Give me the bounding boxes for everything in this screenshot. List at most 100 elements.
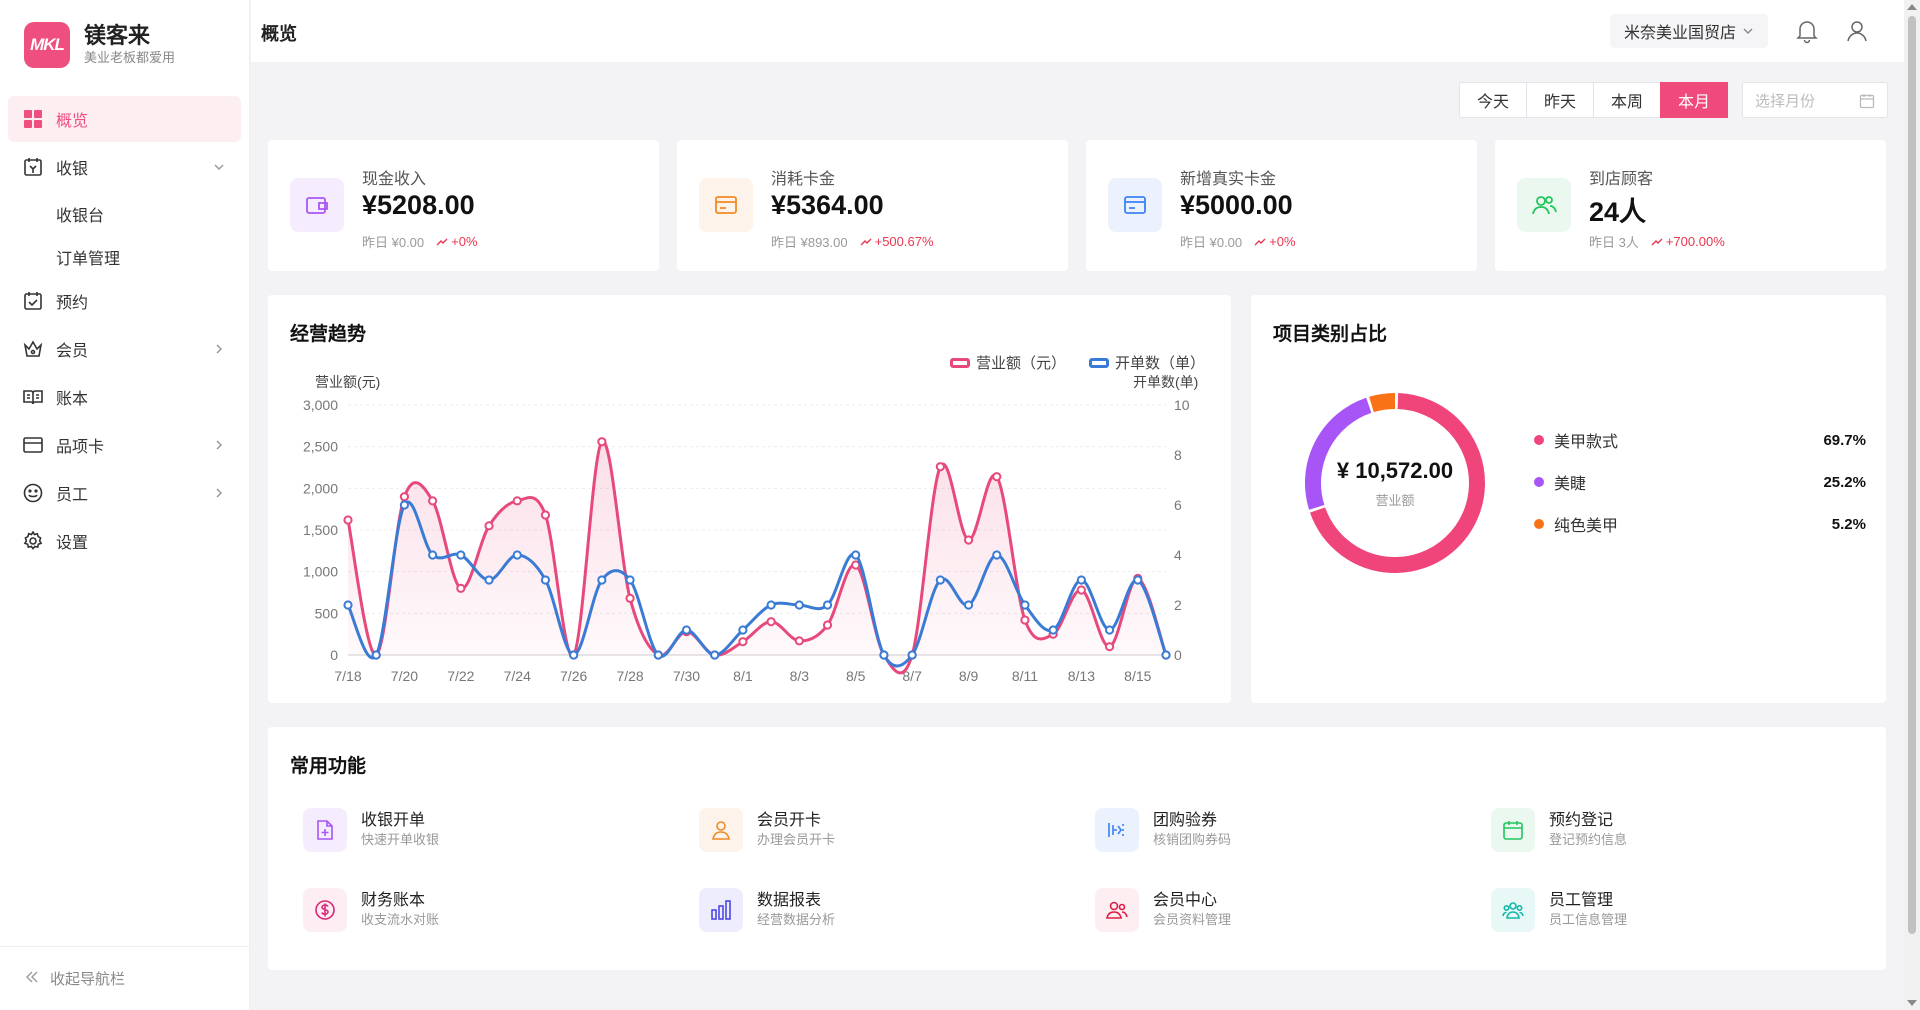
sidebar-item-member[interactable]: 会员 <box>8 326 241 372</box>
stat-change: +0% <box>1254 234 1296 249</box>
cashier-icon <box>22 156 44 178</box>
category-dot <box>1534 519 1544 529</box>
date-tab-this-week[interactable]: 本周 <box>1593 82 1661 118</box>
users-icon <box>1517 178 1571 232</box>
legend-swatch <box>1089 357 1109 368</box>
chevron-right-icon <box>216 440 223 450</box>
stat-value: ¥5000.00 <box>1180 190 1293 220</box>
collapse-sidebar-button[interactable]: 收起导航栏 <box>0 946 250 1010</box>
category-row[interactable]: 美甲款式 69.7% <box>1534 428 1866 452</box>
stat-card-new-card-funds[interactable]: 新增真实卡金 ¥5000.00 昨日 ¥0.00 +0% <box>1086 140 1477 271</box>
func-staff-management[interactable]: 员工管理 员工信息管理 <box>1491 885 1791 935</box>
chevron-down-icon <box>1743 28 1753 34</box>
wallet-icon <box>290 178 344 232</box>
user-icon <box>699 808 743 852</box>
stat-change: +700.00% <box>1651 234 1725 249</box>
func-cashier-order[interactable]: 收银开单 快速开单收银 <box>303 805 603 855</box>
grid-icon <box>22 108 44 130</box>
sidebar-item-label: 收银 <box>56 161 89 178</box>
sidebar-item-overview[interactable]: 概览 <box>8 96 241 142</box>
date-tab-this-month[interactable]: 本月 <box>1660 82 1728 118</box>
stat-change: +0% <box>436 234 478 249</box>
brand-logo: MKL <box>24 22 70 68</box>
sidebar-item-cashier[interactable]: 收银 <box>8 144 241 190</box>
stat-card-cash-income[interactable]: 现金收入 ¥5208.00 昨日 ¥0.00 +0% <box>268 140 659 271</box>
category-title: 项目类别占比 <box>1273 324 1388 345</box>
func-member-card[interactable]: 会员开卡 办理会员开卡 <box>699 805 999 855</box>
stat-yesterday-value: 昨日 ¥0.00 <box>1180 235 1243 250</box>
chevron-right-icon <box>216 344 223 354</box>
user-icon[interactable] <box>1844 18 1870 44</box>
category-row[interactable]: 纯色美甲 5.2% <box>1534 512 1866 536</box>
category-row[interactable]: 美睫 25.2% <box>1534 470 1866 494</box>
sidebar-nav: 概览 收银 收银台 订单管理 预约 会员 账 <box>8 96 241 566</box>
y-left-axis-label: 营业额(元) <box>315 374 381 390</box>
donut-slice[interactable] <box>1300 388 1490 578</box>
func-name: 员工管理 <box>1549 892 1614 909</box>
stat-label: 到店顾客 <box>1589 171 1654 188</box>
sidebar-item-label: 账本 <box>56 391 89 408</box>
func-name: 会员开卡 <box>757 812 822 829</box>
donut-slice[interactable] <box>1305 393 1485 574</box>
stat-value: ¥5364.00 <box>771 190 884 220</box>
donut-slice[interactable] <box>1300 388 1490 578</box>
sidebar-item-staff[interactable]: 员工 <box>8 470 241 516</box>
func-name: 会员中心 <box>1153 892 1218 909</box>
sidebar-item-booking[interactable]: 预约 <box>8 278 241 324</box>
func-coupon-verify[interactable]: 团购验券 核销团购券码 <box>1095 805 1395 855</box>
stat-card-visitors[interactable]: 到店顾客 24人 昨日 3人 +700.00% <box>1495 140 1886 271</box>
brand[interactable]: MKL 镁客来 美业老板都爱用 <box>24 22 175 68</box>
bell-icon[interactable] <box>1794 18 1820 44</box>
func-finance-ledger[interactable]: 财务账本 收支流水对账 <box>303 885 603 935</box>
stat-value: ¥5208.00 <box>362 190 475 220</box>
month-picker[interactable]: 选择月份 <box>1742 82 1888 118</box>
stat-change-value: +500.67% <box>874 234 934 249</box>
legend-orders[interactable]: 开单数（单） <box>1089 352 1205 373</box>
donut-total-value: ¥ 10,572.00 <box>1336 458 1454 483</box>
trend-up-icon <box>1651 238 1663 245</box>
trend-panel: 经营趋势 <box>268 295 1231 703</box>
legend-revenue[interactable]: 营业额（元） <box>950 352 1066 373</box>
func-desc: 收支流水对账 <box>361 912 440 927</box>
page-scrollbar[interactable] <box>1904 0 1920 1010</box>
func-name: 预约登记 <box>1549 812 1614 829</box>
brand-tagline: 美业老板都爱用 <box>84 50 176 65</box>
stat-yesterday-value: 昨日 3人 <box>1589 235 1639 250</box>
stat-change-value: +0% <box>451 234 478 249</box>
team-icon <box>1491 888 1535 932</box>
smile-icon <box>22 482 44 504</box>
func-member-center[interactable]: 会员中心 会员资料管理 <box>1095 885 1395 935</box>
date-tab-yesterday[interactable]: 昨天 <box>1526 82 1594 118</box>
func-data-report[interactable]: 数据报表 经营数据分析 <box>699 885 999 935</box>
gear-icon <box>22 530 44 552</box>
func-booking-register[interactable]: 预约登记登记预约信息 <box>1491 805 1791 855</box>
func-desc: 登记预约信息 <box>1549 832 1628 847</box>
func-desc: 核销团购券码 <box>1153 832 1232 847</box>
scrollbar-thumb[interactable] <box>1908 16 1916 934</box>
top-header: 概览 米奈美业国贸店 <box>251 0 1904 62</box>
sidebar-item-settings[interactable]: 设置 <box>8 518 241 564</box>
store-selector[interactable]: 米奈美业国贸店 <box>1609 14 1768 48</box>
donut-total-label: 营业额 <box>1375 493 1415 508</box>
dollar-icon <box>303 888 347 932</box>
sidebar-item-ledger[interactable]: 账本 <box>8 374 241 420</box>
calendar-icon <box>1859 94 1875 109</box>
category-name: 纯色美甲 <box>1554 518 1619 535</box>
date-tab-today[interactable]: 今天 <box>1459 82 1527 118</box>
category-name: 美甲款式 <box>1554 434 1619 451</box>
ticket-icon <box>1095 808 1139 852</box>
sidebar-subitem-cashier-desk[interactable]: 收银台 <box>56 207 105 225</box>
stat-label: 新增真实卡金 <box>1180 171 1277 188</box>
trend-up-icon <box>1254 238 1266 245</box>
stat-yesterday: 昨日 ¥0.00 +0% <box>1180 232 1296 251</box>
func-name: 收银开单 <box>361 812 426 829</box>
sidebar-item-item-card[interactable]: 品项卡 <box>8 422 241 468</box>
category-percent: 5.2% <box>1831 515 1866 533</box>
chevron-down-icon <box>214 164 224 171</box>
sidebar-subitem-orders[interactable]: 订单管理 <box>56 250 121 268</box>
store-name: 米奈美业国贸店 <box>1623 25 1736 42</box>
stat-card-consumed-card[interactable]: 消耗卡金 ¥5364.00 昨日 ¥893.00 +500.67% <box>677 140 1068 271</box>
month-placeholder: 选择月份 <box>1755 92 1816 110</box>
stat-yesterday: 昨日 3人 +700.00% <box>1589 232 1725 251</box>
stat-value: 24人 <box>1589 197 1647 227</box>
